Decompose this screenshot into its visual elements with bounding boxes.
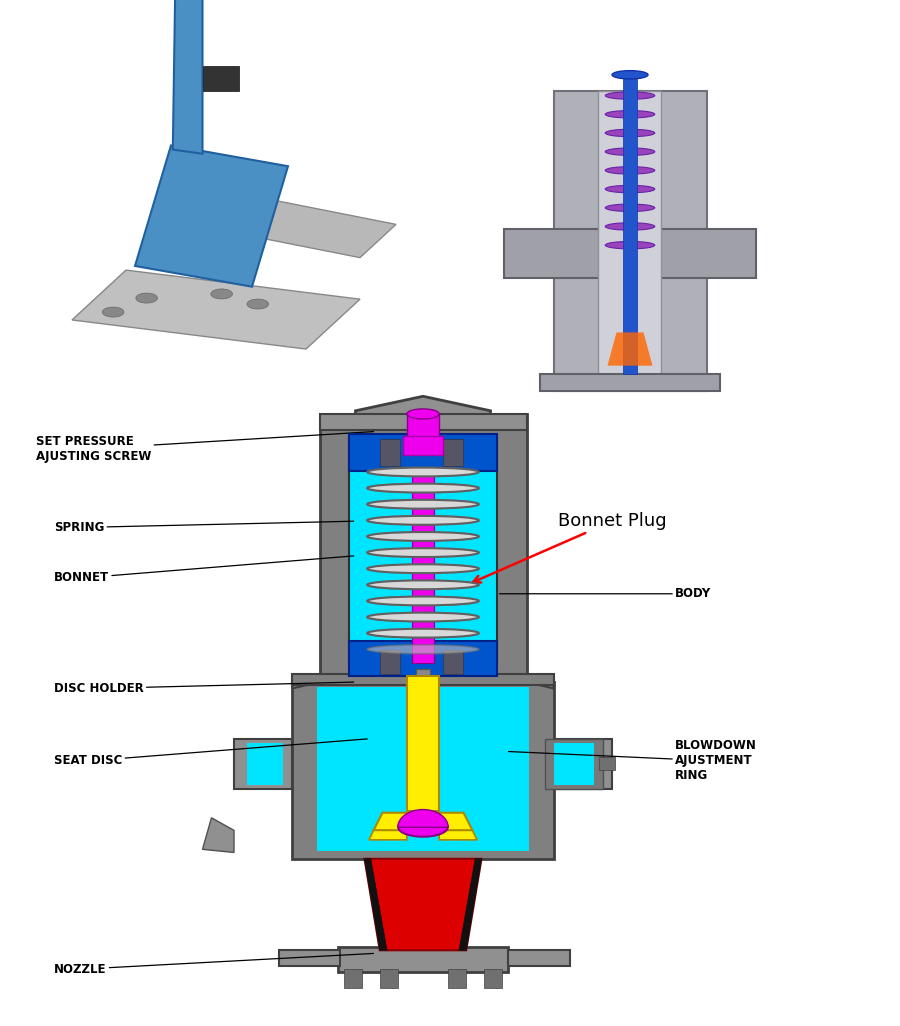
Ellipse shape xyxy=(612,71,648,79)
Ellipse shape xyxy=(367,596,479,605)
Bar xyxy=(448,970,466,988)
Ellipse shape xyxy=(605,148,655,155)
Text: BODY: BODY xyxy=(500,587,711,600)
FancyBboxPatch shape xyxy=(320,413,526,676)
Text: SPRING: SPRING xyxy=(54,521,354,534)
Ellipse shape xyxy=(367,516,479,524)
FancyBboxPatch shape xyxy=(317,687,529,852)
Polygon shape xyxy=(173,0,202,154)
FancyBboxPatch shape xyxy=(554,739,612,789)
FancyBboxPatch shape xyxy=(292,674,554,685)
Ellipse shape xyxy=(367,629,479,637)
Polygon shape xyxy=(356,396,490,418)
Ellipse shape xyxy=(367,613,479,622)
Ellipse shape xyxy=(367,629,479,637)
Circle shape xyxy=(103,307,124,317)
Polygon shape xyxy=(608,332,652,365)
Ellipse shape xyxy=(367,548,479,557)
FancyBboxPatch shape xyxy=(508,950,570,966)
Ellipse shape xyxy=(367,613,479,622)
FancyBboxPatch shape xyxy=(407,676,439,812)
FancyBboxPatch shape xyxy=(320,413,526,430)
Ellipse shape xyxy=(605,129,655,136)
Ellipse shape xyxy=(605,204,655,211)
Text: BLOWDOWN
AJUSTMENT
RING: BLOWDOWN AJUSTMENT RING xyxy=(508,740,757,783)
Text: SEAT DISC: SEAT DISC xyxy=(54,739,367,767)
Ellipse shape xyxy=(605,92,655,100)
FancyBboxPatch shape xyxy=(234,739,292,789)
Polygon shape xyxy=(439,830,477,840)
Ellipse shape xyxy=(367,532,479,541)
Ellipse shape xyxy=(367,564,479,574)
FancyBboxPatch shape xyxy=(540,374,720,391)
Wedge shape xyxy=(398,810,448,827)
FancyBboxPatch shape xyxy=(403,436,443,455)
FancyBboxPatch shape xyxy=(443,439,463,466)
FancyBboxPatch shape xyxy=(554,91,706,391)
FancyBboxPatch shape xyxy=(380,439,400,466)
FancyBboxPatch shape xyxy=(349,434,497,471)
Polygon shape xyxy=(292,676,320,688)
Polygon shape xyxy=(374,813,473,830)
Text: NOZZLE: NOZZLE xyxy=(54,953,374,976)
Ellipse shape xyxy=(367,596,479,605)
Ellipse shape xyxy=(605,186,655,193)
Ellipse shape xyxy=(367,468,479,476)
Ellipse shape xyxy=(367,483,479,492)
Ellipse shape xyxy=(605,166,655,174)
Ellipse shape xyxy=(367,516,479,524)
Circle shape xyxy=(211,289,232,299)
Bar xyxy=(623,75,637,374)
FancyBboxPatch shape xyxy=(504,229,756,278)
FancyBboxPatch shape xyxy=(412,468,434,663)
Ellipse shape xyxy=(605,223,655,230)
FancyBboxPatch shape xyxy=(279,950,340,966)
Polygon shape xyxy=(202,818,234,853)
Text: Bonnet Plug: Bonnet Plug xyxy=(473,512,667,583)
Ellipse shape xyxy=(367,564,479,574)
Bar xyxy=(484,970,502,988)
Ellipse shape xyxy=(367,581,479,589)
Polygon shape xyxy=(364,859,387,950)
Ellipse shape xyxy=(367,483,479,492)
Text: BONNET: BONNET xyxy=(54,556,354,585)
Polygon shape xyxy=(459,859,482,950)
Circle shape xyxy=(136,293,158,303)
FancyBboxPatch shape xyxy=(292,682,554,859)
FancyBboxPatch shape xyxy=(202,67,238,91)
Ellipse shape xyxy=(367,645,479,654)
FancyBboxPatch shape xyxy=(349,641,497,676)
Circle shape xyxy=(247,299,268,309)
FancyBboxPatch shape xyxy=(380,649,400,674)
Ellipse shape xyxy=(407,409,439,419)
FancyBboxPatch shape xyxy=(338,947,508,973)
Bar xyxy=(380,970,398,988)
FancyBboxPatch shape xyxy=(598,91,662,374)
Polygon shape xyxy=(526,676,554,688)
Polygon shape xyxy=(364,859,482,950)
Polygon shape xyxy=(544,739,603,789)
Ellipse shape xyxy=(398,818,448,837)
Ellipse shape xyxy=(367,532,479,541)
Bar xyxy=(598,756,615,771)
Bar xyxy=(344,970,362,988)
FancyBboxPatch shape xyxy=(416,670,430,685)
Polygon shape xyxy=(234,199,396,258)
Polygon shape xyxy=(135,146,288,286)
Ellipse shape xyxy=(367,548,479,557)
FancyBboxPatch shape xyxy=(554,743,594,785)
FancyBboxPatch shape xyxy=(443,649,463,674)
Ellipse shape xyxy=(367,500,479,509)
FancyBboxPatch shape xyxy=(407,413,439,439)
Polygon shape xyxy=(72,270,360,349)
Text: SET PRESSURE
AJUSTING SCREW: SET PRESSURE AJUSTING SCREW xyxy=(36,432,374,463)
FancyBboxPatch shape xyxy=(349,439,497,663)
Text: DISC HOLDER: DISC HOLDER xyxy=(54,682,354,695)
Ellipse shape xyxy=(367,500,479,509)
Ellipse shape xyxy=(605,241,655,249)
Ellipse shape xyxy=(605,111,655,118)
Polygon shape xyxy=(369,830,407,840)
FancyBboxPatch shape xyxy=(248,743,284,785)
Ellipse shape xyxy=(367,581,479,589)
